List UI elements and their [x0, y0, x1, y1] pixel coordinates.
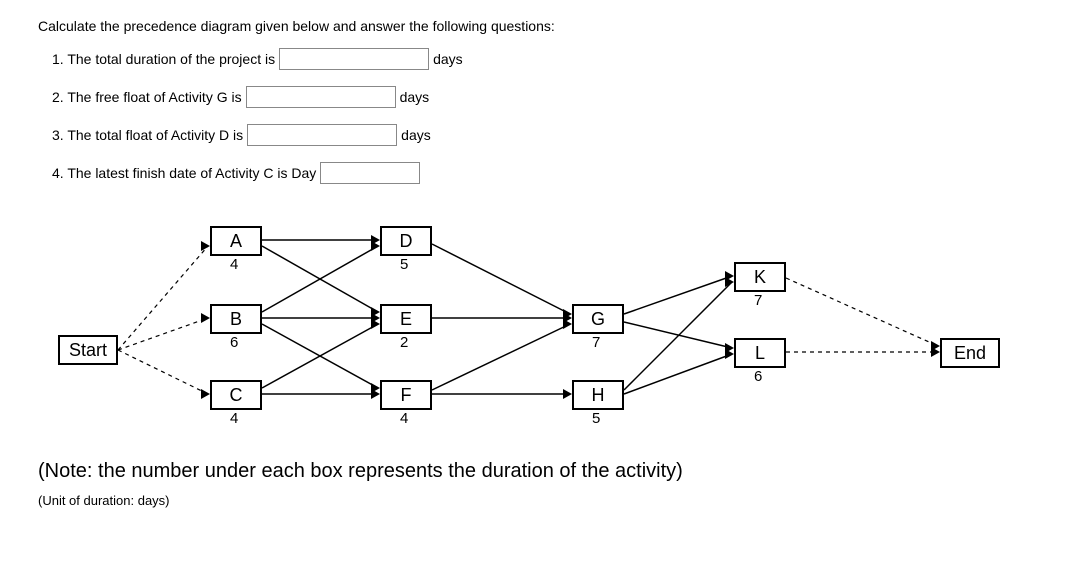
q4-input[interactable]: [320, 162, 420, 184]
node-E: E: [380, 304, 432, 334]
note-duration: (Note: the number under each box represe…: [38, 460, 1038, 483]
arrowhead-icon: [931, 347, 940, 357]
arrowhead-icon: [201, 389, 210, 399]
question-3: 3. The total float of Activity D is days: [52, 124, 1038, 146]
label-B: B: [230, 309, 242, 330]
label-K: K: [754, 267, 766, 288]
page: Calculate the precedence diagram given b…: [0, 0, 1076, 586]
question-list: 1. The total duration of the project is …: [38, 48, 1038, 184]
q2-text: 2. The free float of Activity G is: [52, 89, 242, 105]
q2-input[interactable]: [246, 86, 396, 108]
question-1: 1. The total duration of the project is …: [52, 48, 1038, 70]
q1-input[interactable]: [279, 48, 429, 70]
node-B: B: [210, 304, 262, 334]
question-2: 2. The free float of Activity G is days: [52, 86, 1038, 108]
q1-text: 1. The total duration of the project is: [52, 51, 275, 67]
arrowhead-icon: [371, 241, 380, 251]
arrowhead-icon: [725, 349, 734, 359]
intro-text: Calculate the precedence diagram given b…: [38, 18, 1038, 34]
label-L: L: [755, 343, 765, 364]
node-K: K: [734, 262, 786, 292]
node-F: F: [380, 380, 432, 410]
arrowhead-icon: [371, 319, 380, 329]
q2-unit: days: [400, 89, 430, 105]
dur-H: 5: [592, 410, 600, 427]
dur-G: 7: [592, 334, 600, 351]
precedence-diagram: Start A 4 B 6 C 4 D 5 E 2 F 4 G 7 H 5 K …: [38, 200, 1038, 460]
dur-A: 4: [230, 256, 238, 273]
dur-E: 2: [400, 334, 408, 351]
node-start: Start: [58, 335, 118, 365]
arrowhead-icon: [563, 389, 572, 399]
node-G: G: [572, 304, 624, 334]
label-A: A: [230, 231, 242, 252]
dur-K: 7: [754, 292, 762, 309]
arrowhead-icon: [201, 241, 210, 251]
label-G: G: [591, 309, 605, 330]
dur-B: 6: [230, 334, 238, 351]
dur-L: 6: [754, 368, 762, 385]
dur-F: 4: [400, 410, 408, 427]
dur-D: 5: [400, 256, 408, 273]
end-label: End: [954, 343, 986, 364]
label-F: F: [401, 385, 412, 406]
q4-text: 4. The latest finish date of Activity C …: [52, 165, 316, 181]
dur-C: 4: [230, 410, 238, 427]
arrowhead-icon: [371, 383, 380, 393]
label-D: D: [400, 231, 413, 252]
node-H: H: [572, 380, 624, 410]
q3-unit: days: [401, 127, 431, 143]
arrowhead-icon: [725, 277, 734, 287]
network-lines: [38, 200, 1038, 460]
arrowhead-icon: [201, 313, 210, 323]
node-A: A: [210, 226, 262, 256]
q3-input[interactable]: [247, 124, 397, 146]
label-E: E: [400, 309, 412, 330]
node-D: D: [380, 226, 432, 256]
question-4: 4. The latest finish date of Activity C …: [52, 162, 1038, 184]
arrowhead-icon: [563, 319, 572, 329]
start-label: Start: [69, 340, 107, 361]
node-L: L: [734, 338, 786, 368]
q3-text: 3. The total float of Activity D is: [52, 127, 243, 143]
label-H: H: [592, 385, 605, 406]
note-unit: (Unit of duration: days): [38, 493, 1038, 508]
node-C: C: [210, 380, 262, 410]
arrowhead-icon: [371, 307, 380, 317]
node-end: End: [940, 338, 1000, 368]
q1-unit: days: [433, 51, 463, 67]
label-C: C: [230, 385, 243, 406]
